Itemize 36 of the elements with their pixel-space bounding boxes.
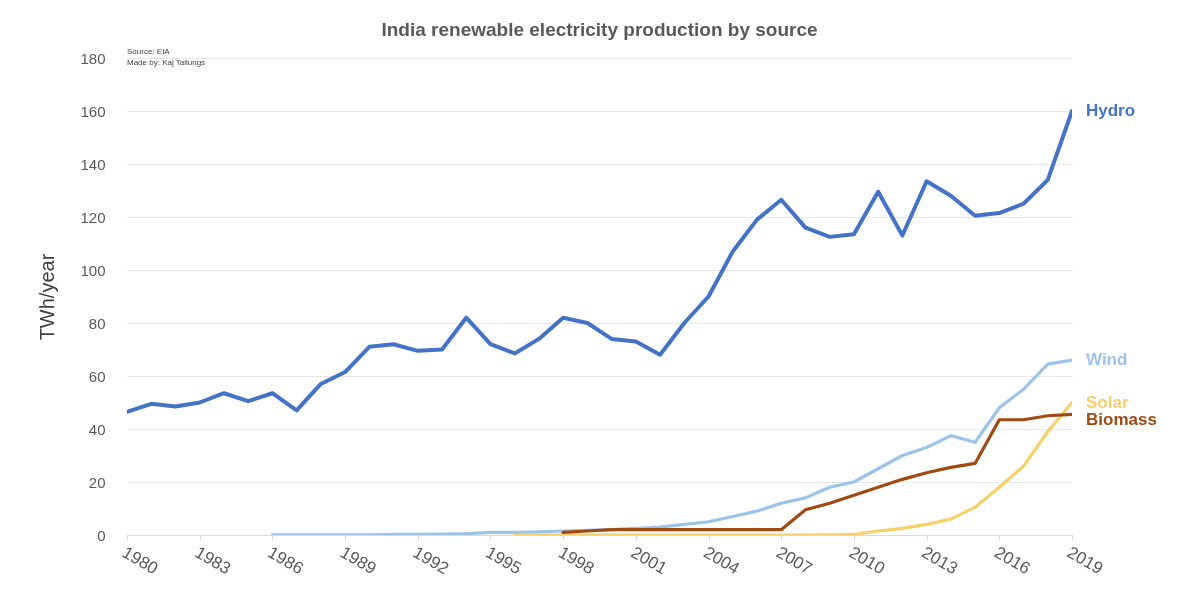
chart-title: India renewable electricity production by source	[381, 19, 818, 40]
x-tick-label: 1992	[409, 542, 453, 579]
line-series	[270, 358, 1072, 535]
y-tick-label: 0	[97, 526, 106, 544]
x-tick-label: 1989	[337, 542, 380, 579]
y-tick-label: 140	[80, 155, 106, 173]
x-tick-label: 2007	[773, 542, 816, 579]
x-tick-label: 1995	[482, 542, 525, 579]
x-tick-label: 2010	[845, 542, 889, 579]
annotation: Made by: Kaj Tallungs	[127, 58, 206, 67]
y-axis-title: TWh/year	[36, 253, 59, 341]
x-tick-label: 2019	[1064, 542, 1107, 579]
y-tick-label: 80	[88, 314, 106, 332]
x-tick-label: 1980	[119, 542, 162, 579]
line-series	[513, 400, 1072, 535]
source-note: Source: EIA	[127, 47, 171, 56]
line-series	[561, 412, 1072, 534]
y-tick-label: 120	[80, 208, 106, 226]
y-tick-label: 40	[88, 420, 106, 438]
x-tick-label: 1998	[555, 542, 598, 579]
x-tick-label: 2016	[991, 542, 1034, 579]
x-tick-label: 1986	[264, 542, 307, 579]
y-tick-label: 180	[80, 49, 106, 67]
y-tick-label: 60	[88, 367, 106, 385]
y-tick-label: 100	[80, 261, 106, 279]
series-label: Biomass	[1086, 409, 1157, 429]
x-tick-label: 2013	[918, 542, 961, 579]
x-tick-label: 1983	[191, 542, 234, 579]
y-tick-label: 160	[80, 102, 106, 120]
y-tick-label: 20	[88, 473, 106, 491]
x-tick-label: 2004	[700, 542, 743, 579]
line-series	[127, 109, 1072, 414]
series-label: Wind	[1086, 350, 1128, 370]
series-label: Hydro	[1086, 101, 1136, 120]
series-label: Solar	[1086, 392, 1129, 412]
x-tick-label: 2001	[627, 542, 671, 579]
